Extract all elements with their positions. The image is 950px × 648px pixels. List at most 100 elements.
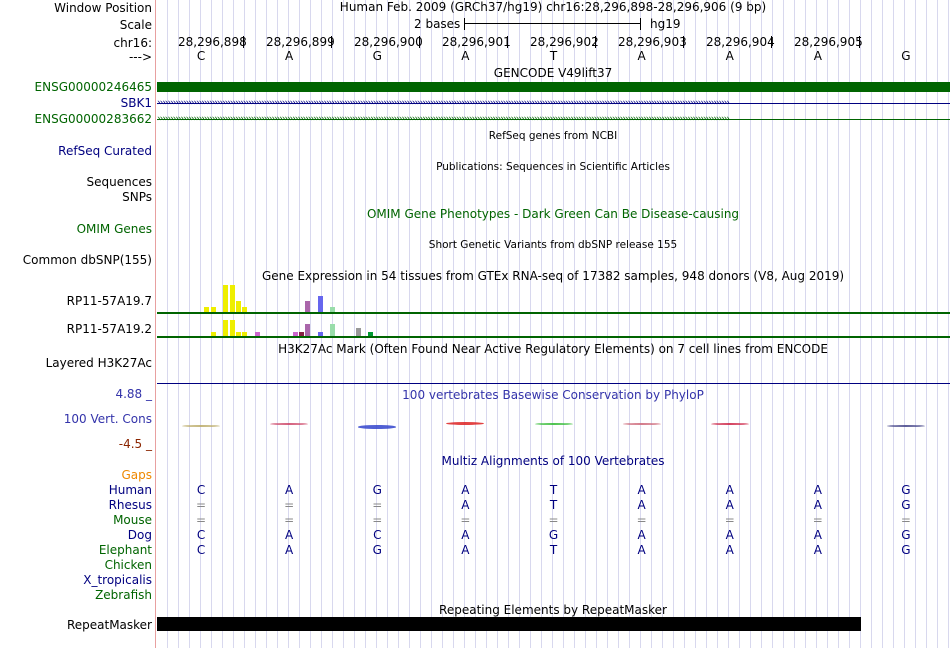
gtex-bar-gene2[interactable] [330,324,336,336]
track-label-layered-h3k27ac[interactable]: Layered H3K27Ac [45,356,152,370]
header-base: A [637,49,646,63]
gtex-baseline-2 [157,336,950,338]
track-label-species-dog[interactable]: Dog [127,528,152,542]
gtex-bar-gene2[interactable] [355,328,361,336]
track-label-species-elephant[interactable]: Elephant [98,543,152,557]
alignment-base: G [901,483,911,497]
gtex-bar-gene1[interactable] [317,295,323,312]
alignment-base: G [372,483,382,497]
gtex-bar-gene2[interactable] [368,332,374,336]
alignment-base: A [461,498,470,512]
position-label: 28,296,900 [354,35,423,49]
gencode-title: GENCODE V49lift37 [493,66,613,80]
alignment-base: A [637,528,646,542]
track-label-sequences[interactable]: Sequences [86,175,152,189]
gtex-bar-gene2[interactable] [305,324,311,336]
gtex-bar-gene2[interactable] [229,320,235,336]
position-tick [683,36,684,48]
position-label: 28,296,902 [530,35,599,49]
gtex-bar-gene2[interactable] [242,332,248,336]
position-tick [595,36,596,48]
gtex-bar-gene2[interactable] [223,320,229,336]
cons-mark[interactable] [270,423,309,425]
header-base: A [725,49,734,63]
track-label-gtex-gene-1[interactable]: RP11-57A19.7 [66,294,152,308]
gtex-bar-gene2[interactable] [210,332,216,336]
cons-mark[interactable] [534,423,573,425]
track-label-species-rhesus[interactable]: Rhesus [108,498,152,512]
scale-assembly: hg19 [650,17,681,31]
track-label-refseq-curated[interactable]: RefSeq Curated [58,144,152,158]
cons-mark[interactable] [358,425,397,429]
track-label-gtex-gene-2[interactable]: RP11-57A19.2 [66,322,152,336]
cons-mark[interactable] [710,423,749,425]
alignment-base: C [196,528,206,542]
track-label-ensg00000246465[interactable]: ENSG00000246465 [34,80,152,94]
omim-title: OMIM Gene Phenotypes - Dark Green Can Be… [366,207,740,221]
gtex-bar-gene1[interactable] [305,301,311,312]
scale-bar [464,23,640,24]
alignment-base: A [813,543,822,557]
header-base: G [372,49,382,63]
track-label-species-human[interactable]: Human [108,483,152,497]
position-label: 28,296,903 [618,35,687,49]
gtex-bar-gene1[interactable] [229,284,235,312]
track-label-100-vert-cons[interactable]: 100 Vert. Cons [63,412,152,426]
cons-mark[interactable] [182,425,221,427]
cons-mark[interactable] [446,421,485,425]
alignment-base: C [373,528,382,542]
alignment-base: A [461,543,470,557]
cons-mark[interactable] [886,425,925,427]
track-label-repeatmasker[interactable]: RepeatMasker [66,618,152,632]
alignment-base: = [284,498,295,512]
gtex-bar-gene2[interactable] [235,332,241,336]
track-label-omim-genes[interactable]: OMIM Genes [76,222,152,236]
track-label-species-x_tropicalis[interactable]: X_tropicalis [83,573,152,587]
dbsnp-title: Short Genetic Variants from dbSNP releas… [428,239,678,251]
gtex-bar-gene2[interactable] [317,332,323,336]
header-base: A [285,49,294,63]
track-label-snps[interactable]: SNPs [122,190,152,204]
alignment-base: = [460,513,471,527]
alignment-base: = [372,498,383,512]
gtex-bar-gene1[interactable] [210,306,216,312]
gtex-bar-gene1[interactable] [330,306,336,312]
alignment-base: C [196,483,206,497]
gtex-bar-gene2[interactable] [254,332,260,336]
track-label-sbk1[interactable]: SBK1 [120,96,152,110]
header-base: G [901,49,911,63]
track-label-gaps[interactable]: Gaps [121,468,152,482]
gtex-bar-gene1[interactable] [235,301,241,312]
scale-label: Scale [119,18,152,32]
gene-sbk1[interactable] [157,103,950,104]
track-label-species-mouse[interactable]: Mouse [113,513,152,527]
h3k27ac-baseline [157,383,950,384]
position-tick [507,36,508,48]
alignment-base: A [813,483,822,497]
alignment-base: A [725,543,734,557]
track-label-species-zebrafish[interactable]: Zebrafish [95,588,152,602]
track-label-common-dbsnp[interactable]: Common dbSNP(155) [22,253,152,267]
gene-ensg00000246465[interactable] [157,82,950,92]
cons-mark[interactable] [622,423,661,425]
cons-max-label: 4.88 _ [115,387,152,401]
repeat-element[interactable] [157,617,861,631]
gtex-bar-gene2[interactable] [298,332,304,336]
alignment-base: = [196,513,207,527]
gtex-bar-gene1[interactable] [223,284,229,312]
alignment-base: G [548,528,559,542]
gtex-bar-gene1[interactable] [242,306,248,312]
track-label-ensg00000283662[interactable]: ENSG00000283662 [34,112,152,126]
gtex-bar-gene2[interactable] [292,332,298,336]
alignment-base: A [461,483,470,497]
h3k27ac-title: H3K27Ac Mark (Often Found Near Active Re… [278,342,828,356]
gtex-bar-gene1[interactable] [204,306,210,312]
position-tick [243,36,244,48]
position-label: 28,296,905 [794,35,863,49]
header-base: T [549,49,558,63]
track-label-species-chicken[interactable]: Chicken [104,558,152,572]
gene-ensg00000283662[interactable] [157,119,950,120]
alignment-base: C [196,543,206,557]
window-position-text: Human Feb. 2009 (GRCh37/hg19) chr16:28,2… [339,0,767,14]
